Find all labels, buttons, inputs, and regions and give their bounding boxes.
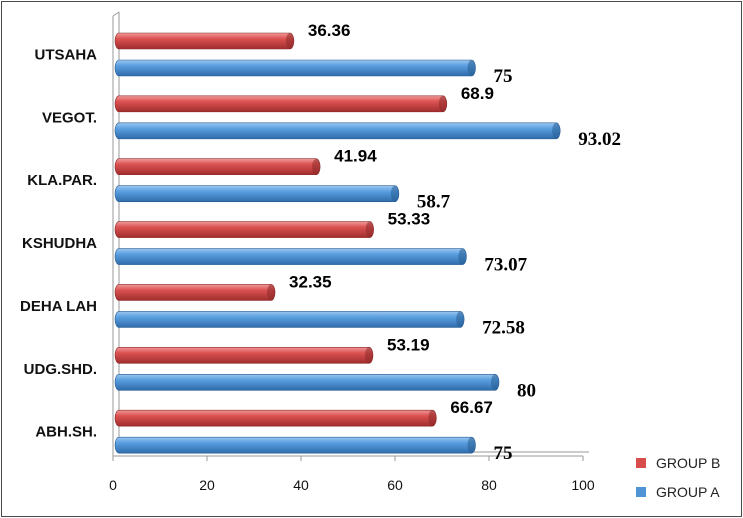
data-label-group-b: 53.19 bbox=[387, 335, 430, 354]
bar-group-a bbox=[114, 185, 400, 203]
bar-group-a bbox=[114, 248, 467, 265]
bar-group-b bbox=[114, 284, 276, 301]
bar-group-a bbox=[114, 373, 500, 391]
legend-label: GROUP A bbox=[656, 484, 720, 500]
bar-group-b bbox=[114, 158, 321, 176]
data-label-group-a: 73.07 bbox=[484, 255, 527, 276]
bar-group-b bbox=[114, 346, 374, 364]
data-label-group-a: 75 bbox=[494, 66, 513, 87]
category-label: UTSAHA bbox=[35, 47, 98, 64]
data-label-group-b: 41.94 bbox=[334, 147, 377, 166]
x-tick-label: 40 bbox=[293, 477, 309, 493]
x-tick-label: 20 bbox=[199, 477, 215, 493]
category-labels: ABH.SH. UDG.SHD. DEHA LAH KSHUDHA KLA.PAR. VE… bbox=[20, 47, 97, 441]
bar-group-b bbox=[114, 221, 374, 238]
bars bbox=[114, 32, 561, 454]
x-tick-label: 60 bbox=[387, 477, 403, 493]
data-label-group-a: 58.7 bbox=[417, 192, 451, 213]
legend-swatch bbox=[636, 458, 646, 468]
legend-label: GROUP B bbox=[656, 455, 720, 471]
category-label: UDG.SHD. bbox=[24, 361, 97, 378]
data-label-group-b: 53.33 bbox=[388, 210, 431, 229]
category-label: DEHA LAH bbox=[20, 298, 97, 315]
x-tick-label: 100 bbox=[571, 477, 595, 493]
category-label: KLA.PAR. bbox=[27, 172, 97, 189]
data-labels: 66.67 75 53.19 80 32.35 72.58 53.33 73.07 41.94 5… bbox=[289, 21, 621, 464]
bar-group-a bbox=[114, 436, 476, 454]
data-label-group-b: 32.35 bbox=[289, 272, 332, 291]
data-label-group-a: 75 bbox=[494, 443, 513, 464]
data-label-group-b: 36.36 bbox=[308, 21, 351, 40]
x-tick-label: 80 bbox=[481, 477, 497, 493]
category-label: VEGOT. bbox=[42, 109, 97, 126]
legend: GROUP B GROUP A bbox=[636, 455, 720, 500]
category-label: ABH.SH. bbox=[35, 424, 97, 441]
category-label: KSHUDHA bbox=[22, 235, 97, 252]
data-label-group-a: 80 bbox=[517, 380, 536, 401]
data-label-group-b: 66.67 bbox=[450, 398, 493, 417]
bar-group-b bbox=[114, 409, 437, 427]
legend-swatch bbox=[636, 487, 646, 497]
bar-group-a bbox=[114, 311, 465, 328]
bar-group-a bbox=[114, 122, 561, 140]
bar-group-b bbox=[114, 32, 295, 50]
x-axis-ticks: 0 20 40 60 80 100 bbox=[109, 456, 595, 493]
bar-group-a bbox=[114, 59, 476, 77]
data-label-group-a: 72.58 bbox=[482, 317, 525, 338]
data-label-group-a: 93.02 bbox=[578, 129, 621, 150]
x-tick-label: 0 bbox=[109, 477, 117, 493]
data-label-group-b: 68.9 bbox=[461, 84, 494, 103]
bar-group-b bbox=[114, 95, 448, 113]
